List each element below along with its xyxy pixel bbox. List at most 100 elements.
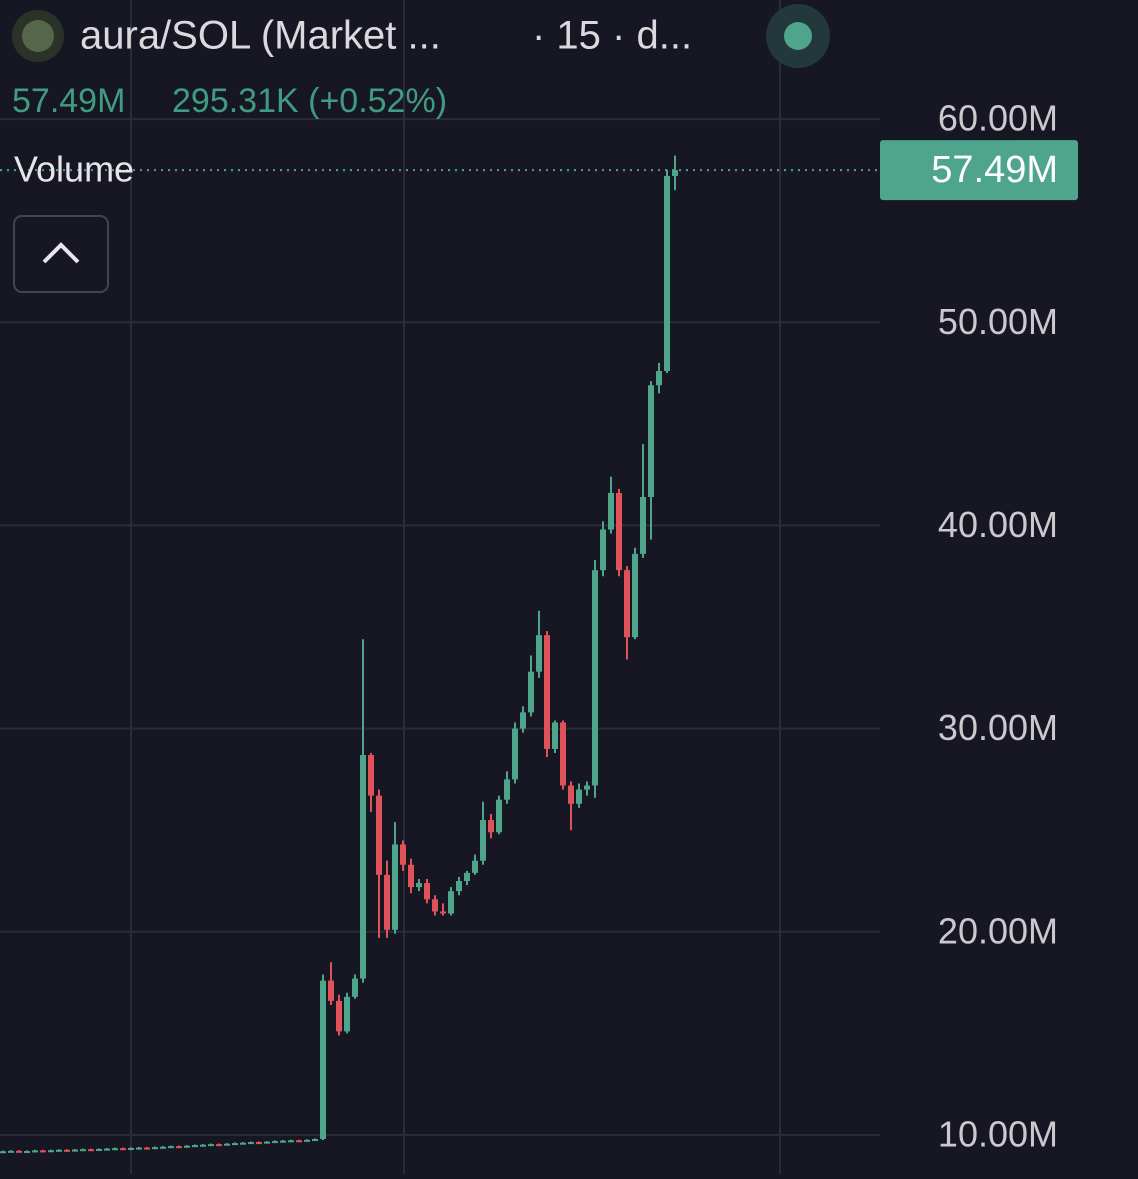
candle-body [40, 1150, 46, 1153]
price-label-box [880, 140, 1078, 201]
candle-body [552, 722, 558, 749]
price-label: 57.49M [931, 149, 1058, 191]
collapse-button[interactable] [13, 215, 109, 293]
candle-body [80, 1149, 86, 1152]
candle-body [632, 553, 638, 638]
candle-body [184, 1145, 190, 1148]
candle-body [56, 1149, 62, 1152]
candle-body [144, 1147, 150, 1150]
candle-body [536, 635, 542, 672]
candle-body [384, 874, 390, 930]
candle-body [600, 529, 606, 571]
candle-body [368, 755, 374, 796]
candle-body [0, 1151, 6, 1154]
candle-body [8, 1150, 14, 1153]
candle-body [472, 860, 478, 873]
candle-body [560, 722, 566, 786]
symbol-title[interactable]: aura/SOL (Market ... [80, 14, 441, 58]
candle-body [88, 1149, 94, 1152]
candle-body [64, 1149, 70, 1152]
candle-body [200, 1144, 206, 1147]
y-tick-label: 30.00M [938, 707, 1058, 748]
candle-body [584, 785, 590, 790]
candle-body [432, 899, 438, 912]
candle-body [664, 175, 670, 372]
candle-body [488, 820, 494, 833]
candle-body [72, 1149, 78, 1152]
candle-body [672, 170, 678, 176]
candle-body [448, 891, 454, 914]
candle-body [528, 671, 534, 713]
candle-body [440, 911, 446, 914]
candle-body [320, 980, 326, 1140]
candle-body [304, 1139, 310, 1142]
chevron-up-icon [42, 242, 80, 264]
candle-body [272, 1141, 278, 1144]
candle-body [392, 844, 398, 930]
candle-body [656, 371, 662, 386]
candle-body [96, 1149, 102, 1152]
candle-body [208, 1144, 214, 1147]
y-tick-label: 60.00M [938, 98, 1058, 139]
candle-body [112, 1148, 118, 1151]
candle-body [328, 980, 334, 1001]
candle-body [344, 996, 350, 1032]
candle-body [192, 1145, 198, 1148]
candle-body [248, 1142, 254, 1145]
y-tick-label: 40.00M [938, 504, 1058, 545]
status-dot [784, 22, 812, 50]
candle-body [128, 1147, 134, 1150]
candle-body [424, 883, 430, 900]
candle-body [224, 1143, 230, 1146]
candle-body [312, 1139, 318, 1142]
candle-body [624, 570, 630, 638]
candle-body [400, 844, 406, 865]
candle-body [104, 1148, 110, 1151]
candle-body [160, 1146, 166, 1149]
candle-body [648, 385, 654, 497]
candle-body [608, 492, 614, 530]
candle-body [264, 1141, 270, 1144]
candle-body [568, 785, 574, 804]
candle-body [232, 1143, 238, 1146]
candle-body [504, 779, 510, 800]
candle-body [512, 728, 518, 780]
candle-body [152, 1147, 158, 1150]
candle-body [352, 978, 358, 997]
candle-body [640, 496, 646, 554]
candle-body [416, 883, 422, 888]
candle-body [376, 795, 382, 875]
y-tick-label: 20.00M [938, 910, 1058, 951]
indicator-label: Volume [14, 149, 134, 190]
candle-body [120, 1148, 126, 1151]
candle-body [496, 799, 502, 833]
last-value: 57.49M [12, 82, 125, 120]
candle-body [520, 712, 526, 729]
candle-body [48, 1150, 54, 1153]
y-tick-label: 10.00M [938, 1114, 1058, 1155]
candle-body [336, 1000, 342, 1032]
candle-body [592, 570, 598, 786]
candle-body [456, 881, 462, 892]
candle-body [280, 1140, 286, 1143]
change-value: 295.31K (+0.52%) [172, 82, 447, 120]
candle-body [168, 1146, 174, 1149]
candle-body [16, 1150, 22, 1153]
candle-body [360, 755, 366, 979]
candle-body [480, 820, 486, 861]
candle-body [616, 492, 622, 571]
candle-body [136, 1147, 142, 1150]
y-tick-label: 50.00M [938, 301, 1058, 342]
candle-body [544, 635, 550, 749]
candle-body [24, 1151, 30, 1154]
candle-body [288, 1140, 294, 1143]
candle-body [296, 1140, 302, 1143]
candle-body [256, 1142, 262, 1145]
interval-label[interactable]: · 15 · d... [532, 14, 692, 58]
candle-body [216, 1144, 222, 1147]
candle-body [176, 1146, 182, 1149]
candle-body [464, 872, 470, 882]
candle-body [576, 789, 582, 804]
candle-body [408, 864, 414, 888]
